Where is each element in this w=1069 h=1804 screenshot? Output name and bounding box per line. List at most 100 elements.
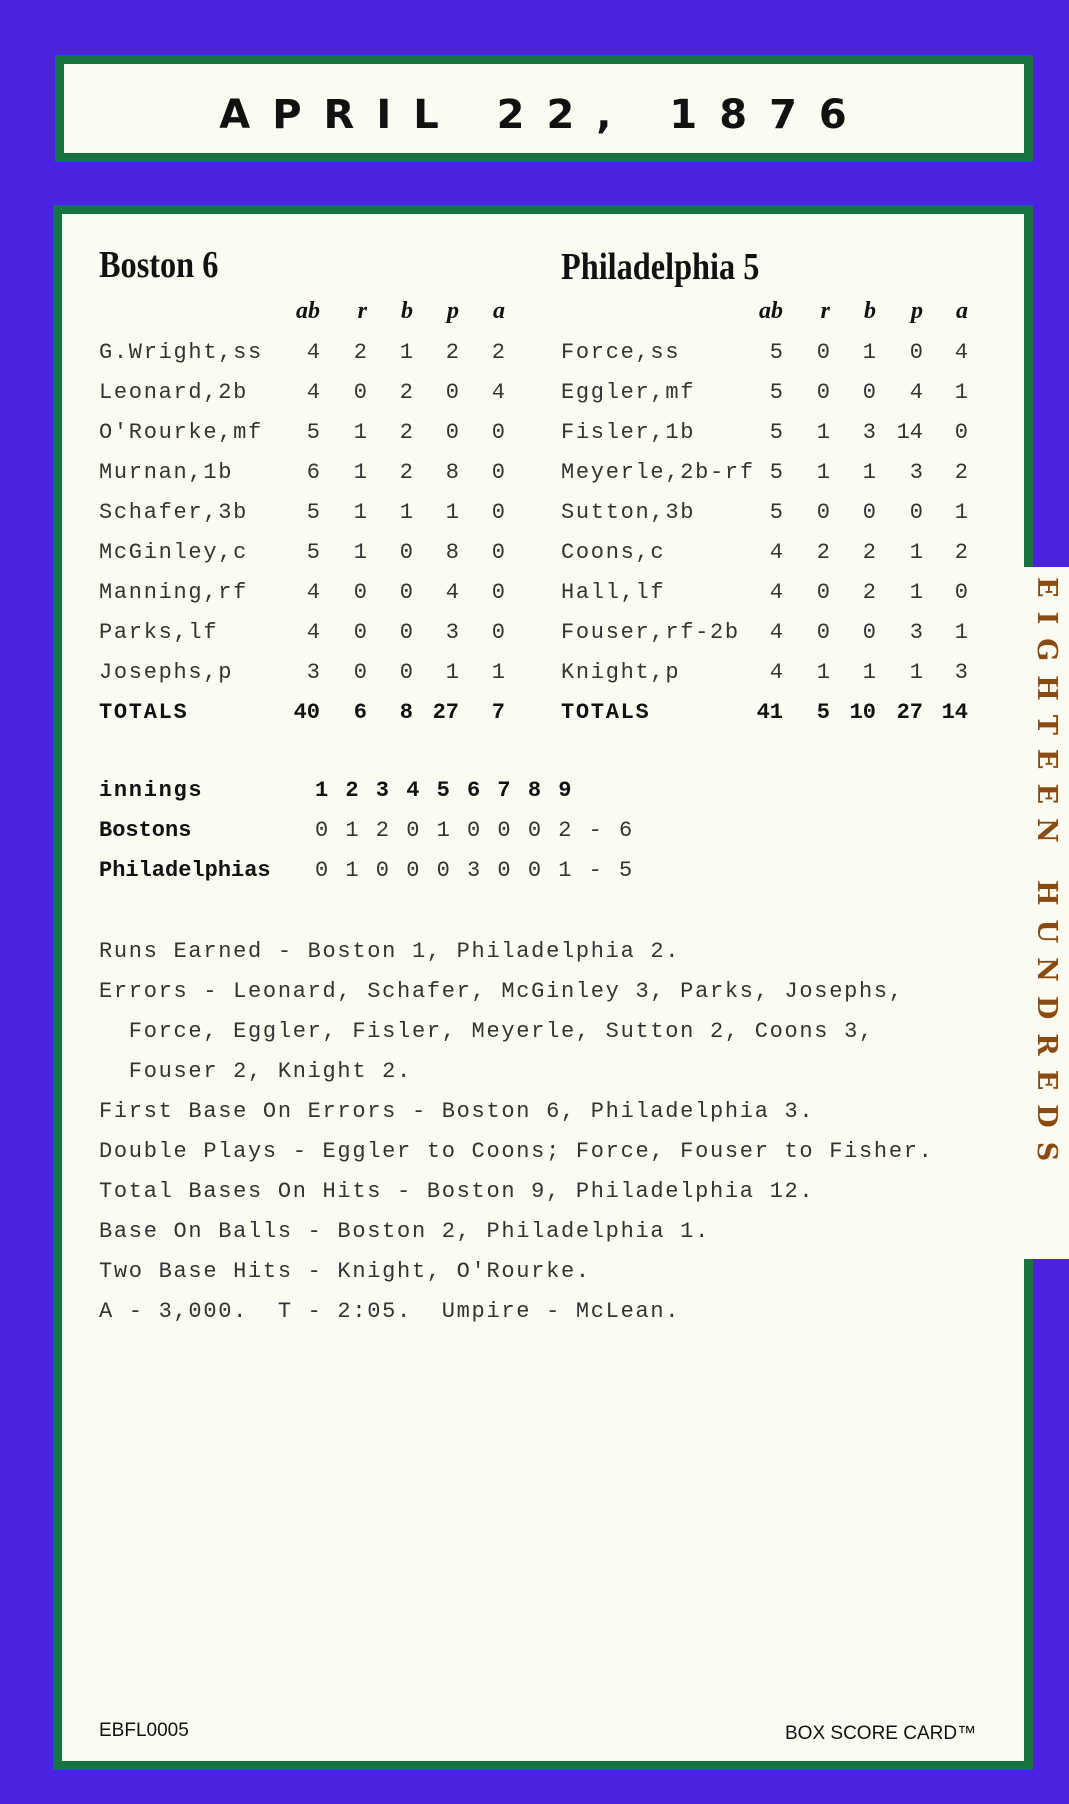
total-p: 27	[432, 700, 459, 725]
player-name: Parks,lf	[99, 620, 219, 645]
totals-label: TOTALS	[99, 700, 189, 725]
stat-p: 1	[445, 500, 459, 525]
innings-label: innings	[99, 778, 204, 803]
stat-p: 8	[445, 540, 459, 565]
stat-p: 0	[909, 340, 923, 365]
note-line: Base On Balls - Boston 2, Philadelphia 1…	[99, 1219, 710, 1244]
player-name: G.Wright,ss	[99, 340, 263, 365]
stat-b: 2	[399, 460, 413, 485]
stat-p: 0	[909, 500, 923, 525]
column-header-b: b	[864, 298, 876, 324]
stat-a: 1	[954, 500, 968, 525]
stat-r: 0	[816, 500, 830, 525]
note-line: First Base On Errors - Boston 6, Philade…	[99, 1099, 815, 1124]
stat-r: 1	[353, 540, 367, 565]
column-header-p: p	[911, 298, 923, 324]
stat-ab: 4	[306, 340, 320, 365]
stat-ab: 4	[306, 380, 320, 405]
stat-a: 0	[491, 620, 505, 645]
player-name: Manning,rf	[99, 580, 249, 605]
stat-p: 3	[909, 620, 923, 645]
total-b: 10	[849, 700, 876, 725]
note-line: Fouser 2, Knight 2.	[99, 1059, 412, 1084]
stat-a: 4	[954, 340, 968, 365]
stat-p: 1	[909, 660, 923, 685]
stat-b: 2	[399, 420, 413, 445]
linescore-runs: 0 1 0 0 0 3 0 0 1 - 5	[315, 858, 635, 883]
player-name: Murnan,1b	[99, 460, 234, 485]
innings-numbers: 1 2 3 4 5 6 7 8 9	[315, 778, 574, 803]
stat-a: 0	[491, 580, 505, 605]
player-name: Fisler,1b	[561, 420, 696, 445]
player-name: Coons,c	[561, 540, 666, 565]
side-label: EIGHTEEN HUNDREDS	[1031, 577, 1062, 1176]
stat-p: 4	[445, 580, 459, 605]
total-ab: 40	[293, 700, 320, 725]
stat-r: 0	[353, 660, 367, 685]
column-header-r: r	[820, 298, 830, 324]
stat-r: 1	[353, 460, 367, 485]
stat-ab: 5	[769, 380, 783, 405]
stat-a: 3	[954, 660, 968, 685]
note-line: Double Plays - Eggler to Coons; Force, F…	[99, 1139, 934, 1164]
note-line: Errors - Leonard, Schafer, McGinley 3, P…	[99, 979, 904, 1004]
player-name: Hall,lf	[561, 580, 666, 605]
player-name: O'Rourke,mf	[99, 420, 263, 445]
stat-r: 1	[816, 420, 830, 445]
stat-ab: 5	[306, 540, 320, 565]
note-line: Runs Earned - Boston 1, Philadelphia 2.	[99, 939, 681, 964]
stat-a: 2	[954, 460, 968, 485]
stat-b: 0	[399, 660, 413, 685]
player-name: McGinley,c	[99, 540, 249, 565]
stat-a: 0	[491, 540, 505, 565]
stat-r: 0	[353, 620, 367, 645]
stat-ab: 5	[306, 500, 320, 525]
total-b: 8	[399, 700, 413, 725]
stat-r: 1	[816, 460, 830, 485]
stat-ab: 5	[769, 340, 783, 365]
stat-a: 1	[954, 620, 968, 645]
total-a: 14	[941, 700, 968, 725]
stat-p: 0	[445, 420, 459, 445]
stat-p: 2	[445, 340, 459, 365]
player-name: Eggler,mf	[561, 380, 696, 405]
stat-ab: 6	[306, 460, 320, 485]
player-name: Force,ss	[561, 340, 681, 365]
stat-ab: 5	[306, 420, 320, 445]
stat-b: 3	[862, 420, 876, 445]
stat-a: 0	[491, 500, 505, 525]
stat-r: 0	[816, 380, 830, 405]
stat-a: 2	[954, 540, 968, 565]
stat-p: 3	[909, 460, 923, 485]
linescore-team: Bostons	[99, 818, 192, 843]
note-line: Total Bases On Hits - Boston 9, Philadel…	[99, 1179, 815, 1204]
note-line: Two Base Hits - Knight, O'Rourke.	[99, 1259, 591, 1284]
stat-ab: 5	[769, 500, 783, 525]
stat-r: 1	[353, 420, 367, 445]
stat-p: 1	[909, 540, 923, 565]
card-code: EBFL0005	[99, 1720, 189, 1741]
player-name: Knight,p	[561, 660, 681, 685]
total-r: 6	[353, 700, 367, 725]
stat-r: 1	[816, 660, 830, 685]
game-date: APRIL 22, 1876	[219, 92, 869, 138]
stat-p: 14	[896, 420, 923, 445]
stat-b: 0	[862, 620, 876, 645]
player-name: Fouser,rf-2b	[561, 620, 740, 645]
stat-b: 1	[862, 340, 876, 365]
date-banner: APRIL 22, 1876	[55, 55, 1033, 162]
stat-a: 0	[491, 420, 505, 445]
team-title: Philadelphia 5	[561, 246, 760, 288]
brand-label: BOX SCORE CARD™	[785, 1723, 977, 1744]
stat-p: 8	[445, 460, 459, 485]
side-tab: EIGHTEEN HUNDREDS	[1020, 567, 1069, 1259]
stat-b: 1	[399, 500, 413, 525]
stat-a: 2	[491, 340, 505, 365]
stat-b: 1	[399, 340, 413, 365]
note-line: Force, Eggler, Fisler, Meyerle, Sutton 2…	[99, 1019, 874, 1044]
stat-b: 2	[862, 540, 876, 565]
column-header-b: b	[401, 298, 413, 324]
stat-r: 0	[816, 580, 830, 605]
stat-b: 0	[862, 500, 876, 525]
total-p: 27	[896, 700, 923, 725]
